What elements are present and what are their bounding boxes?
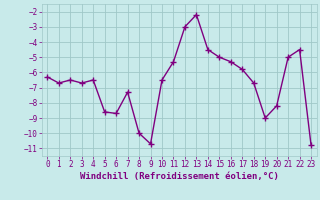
X-axis label: Windchill (Refroidissement éolien,°C): Windchill (Refroidissement éolien,°C) [80, 172, 279, 181]
